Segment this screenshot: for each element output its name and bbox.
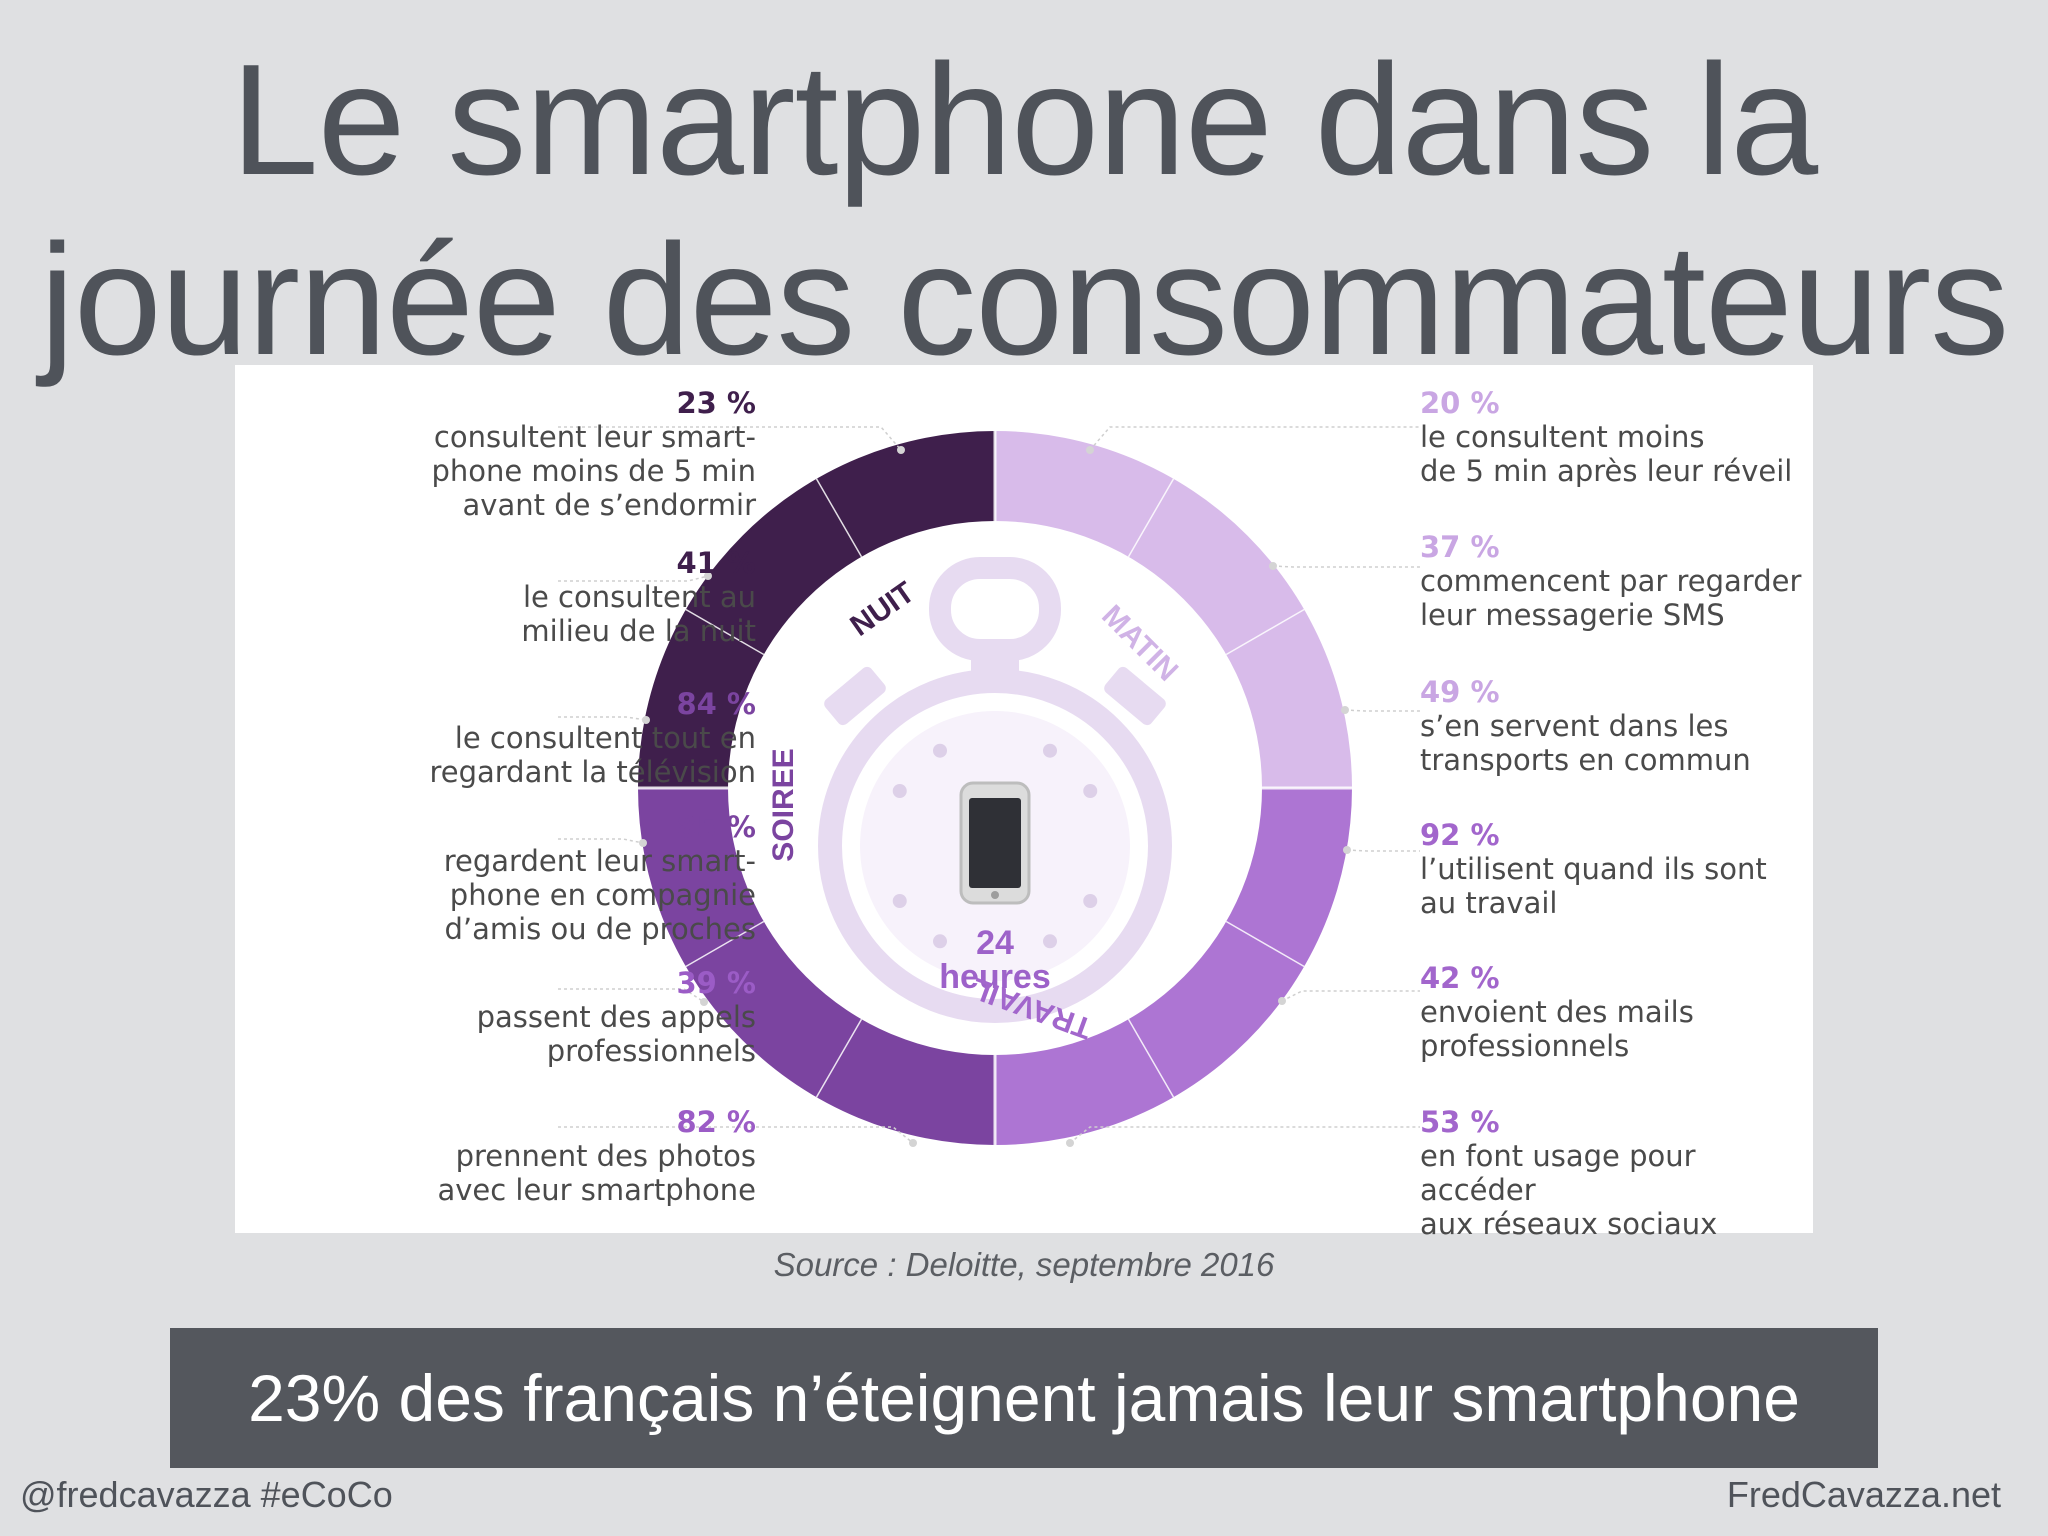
stat-percentage: 41 % [676,546,756,580]
leader-dot-right [1343,846,1351,854]
leader-line-left [558,988,705,1003]
leader-line-left [558,716,647,721]
leader-dot-right [1278,997,1286,1005]
stat-percentage: 49 % [1420,675,1500,709]
ring-segment-nuit [638,431,995,788]
center-number: 24 [976,924,1014,962]
ring-segment-matin [995,431,1352,788]
leader-line-right [1089,426,1420,451]
key-fact-banner: 23% des français n’éteignent jamais leur… [170,1328,1878,1468]
leader-dot-right [1269,562,1277,570]
leader-dot-left [704,572,712,580]
left-stat-item: 39 % passent des appels professionnels [477,966,756,1068]
center-label: heures [939,958,1051,996]
right-stat-item: 92 % l’utilisent quand ils sont au travai… [1420,818,1767,920]
left-stat-item: 23 % consultent leur smart- phone moins d… [431,386,756,522]
stopwatch-tick [933,934,947,949]
ring-segment-travail [995,788,1352,1145]
ring-divider [815,478,863,558]
stat-percentage: 37 % [1420,530,1500,564]
ring-divider [685,920,765,968]
ring-divider [685,608,765,656]
leader-line-right [1344,709,1420,712]
stat-description: regardent leur smart- phone en compagnie… [443,844,756,946]
leader-line-right [1272,565,1420,568]
stopwatch-tick [1083,784,1098,798]
stat-description: commencent par regarder leur messagerie … [1420,564,1802,632]
leader-dot-right [1086,446,1094,454]
title-line-1: Le smartphone dans la [230,32,1818,208]
ring-divider [1225,920,1305,968]
leader-line-right [1069,1126,1420,1144]
stat-percentage: 92 % [1420,818,1500,852]
leader-dot-left [642,716,650,724]
infographic-panel: 24 heures NUIT MATIN TRAVAIL SOIREE 23 % consu… [235,365,1813,1241]
left-stat-item: 82 % prennent des photos avec leur smartp… [437,1105,756,1207]
stopwatch-tick [933,743,947,758]
right-stat-item: 49 % s’en servent dans les transports en … [1420,675,1751,777]
stat-description: prennent des photos avec leur smartphone [437,1139,756,1207]
stat-percentage: 20 % [1420,386,1500,420]
right-stat-item: 53 % en font usage pour accéder aux résea… [1420,1105,1813,1241]
leader-line-left [558,426,902,451]
leader-line-right [1281,990,1420,1002]
page-title: Le smartphone dans la journée des consom… [0,30,2048,390]
leader-line-left [558,838,644,844]
stopwatch-button-left [824,666,886,726]
left-stat-item: 41 % le consultent au milieu de la nuit [521,546,756,648]
stopwatch-tick [892,894,907,908]
stat-description: envoient des mails professionnels [1420,995,1694,1063]
left-stat-item: 85 % regardent leur smart- phone en compa… [444,810,756,946]
stat-percentage: 39 % [676,966,756,1000]
key-fact-text: 23% des français n’éteignent jamais leur… [248,1361,1800,1435]
stat-percentage: 42 % [1420,961,1500,995]
ring-divider [1225,608,1305,656]
stat-percentage: 82 % [676,1105,756,1139]
leader-dot-right [1066,1139,1074,1147]
stat-description: s’en servent dans les transports en comm… [1420,709,1751,777]
footer-handle: @fredcavazza #eCoCo [20,1474,393,1515]
right-stat-item: 37 % commencent par regarder leur message… [1420,530,1801,632]
left-stat-item: 84 % le consultent tout en regardant la t… [429,687,756,789]
right-stat-item: 42 % envoient des mails professionnels [1420,961,1694,1063]
ring-divider [815,1018,863,1098]
stopwatch-stem [971,648,1019,690]
smartphone-home-button [991,891,999,899]
ring-divider [1127,1018,1175,1098]
title-line-2: journée des consommateurs [39,212,2010,388]
leader-dot-left [700,998,708,1006]
ring-divider [1127,478,1175,558]
stat-description: l’utilisent quand ils sont au travail [1420,852,1767,920]
footer-website: FredCavazza.net [1726,1474,2001,1515]
ring-segment-soiree [638,788,995,1145]
leader-line-left [558,575,709,582]
stat-description: passent des appels professionnels [476,1000,756,1068]
stat-percentage: 84 % [676,687,756,721]
stopwatch-tick [1083,894,1098,908]
stat-description: consultent leur smart- phone moins de 5 … [431,420,756,522]
stopwatch-tick [892,784,907,798]
smartphone-screen [969,798,1021,888]
stat-percentage: 23 % [676,386,756,420]
right-stat-item: 20 % le consultent moins de 5 min après l… [1420,386,1792,488]
stat-description: le consultent au milieu de la nuit [521,580,756,648]
source-note: Source : Deloitte, septembre 2016 [773,1246,1275,1283]
stat-description: le consultent tout en regardant la télév… [429,721,756,789]
stopwatch-tick [1043,934,1057,949]
segment-label-soiree: SOIREE [767,748,800,861]
stat-description: en font usage pour accéder aux réseaux s… [1420,1139,1718,1241]
stopwatch-button-right [1104,666,1166,726]
leader-dot-left [909,1139,917,1147]
stat-description: le consultent moins de 5 min après leur … [1420,420,1793,488]
stopwatch-tick [1043,743,1057,758]
leader-dot-left [639,839,647,847]
leader-line-right [1346,849,1420,852]
stat-percentage: 53 % [1420,1105,1500,1139]
leader-dot-right [1341,706,1349,714]
leader-dot-left [897,446,905,454]
stat-percentage: 85 % [676,810,756,844]
